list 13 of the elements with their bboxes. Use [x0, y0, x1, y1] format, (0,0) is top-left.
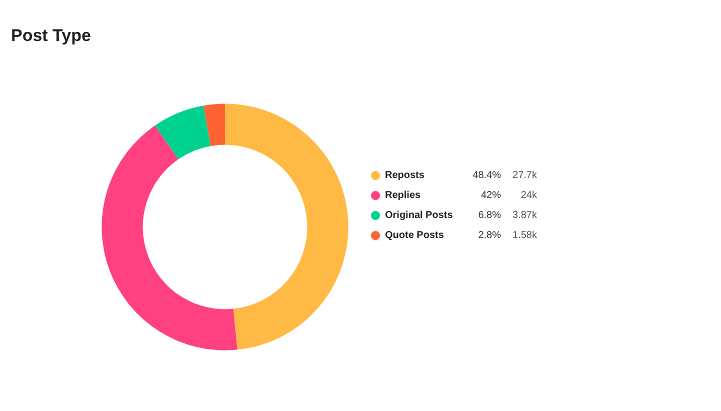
legend-label: Original Posts: [385, 210, 454, 221]
legend-label: Reposts: [385, 170, 425, 181]
text: 3.87k: [512, 210, 537, 221]
data-label: 48.4%: [472, 170, 502, 181]
data-label: 6.8%: [478, 210, 502, 221]
text: 24k: [520, 190, 537, 201]
data-label: 2.8%: [478, 230, 502, 241]
legend-label: Quote Posts: [385, 230, 444, 241]
legend-label: Replies: [385, 190, 422, 201]
chart-title: Post Type: [11, 26, 91, 45]
text: 27.7k: [512, 170, 537, 181]
text: 1.58k: [512, 230, 537, 241]
data-label: 42%: [480, 190, 502, 201]
